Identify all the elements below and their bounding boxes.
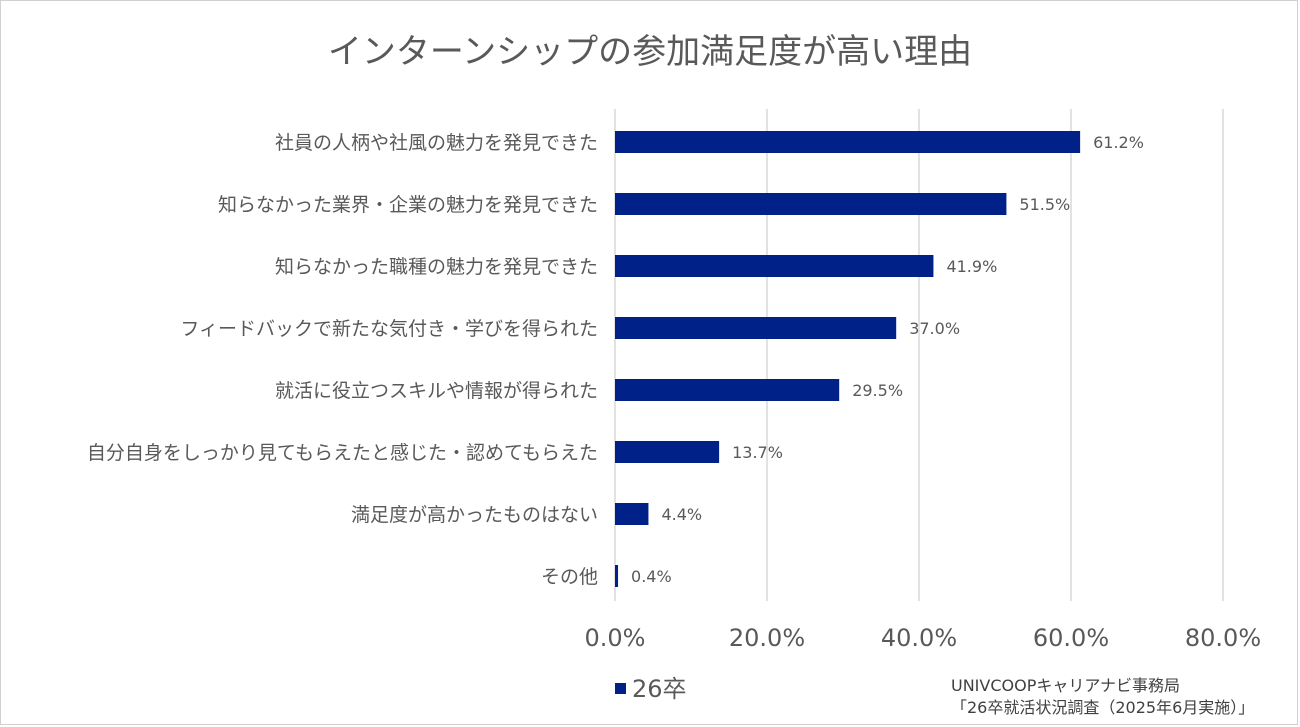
source-note: UNIVCOOPキャリアナビ事務局 「26卒就活状況調査（2025年6月実施）」 [951,676,1254,717]
x-tick-label: 0.0% [585,624,646,652]
bars [615,131,1081,587]
bar [615,565,619,587]
bar [615,379,840,401]
category-label: 自分自身をしっかり見てもらえたと感じた・認めてもらえた [87,442,598,464]
bar [615,193,1007,215]
data-labels: 61.2% 51.5% 41.9% 37.0% 29.5% 13.7% 4.4% 0.4% [631,133,1144,586]
bar [615,317,897,339]
bar [615,131,1081,153]
legend-swatch-26 [615,683,626,694]
gridlines [614,109,1224,601]
x-axis-ticks: 0.0% 20.0% 40.0% 60.0% 80.0% [585,624,1262,652]
x-tick-label: 80.0% [1185,624,1261,652]
x-tick-label: 60.0% [1033,624,1109,652]
data-label: 0.4% [631,567,672,586]
legend-label-26: 26卒 [632,675,687,703]
data-label: 51.5% [1019,195,1070,214]
data-label: 37.0% [909,319,960,338]
data-label: 13.7% [732,443,783,462]
source-line-1: UNIVCOOPキャリアナビ事務局 [951,676,1180,695]
bar [615,441,720,463]
data-label: 4.4% [661,505,702,524]
data-label: 29.5% [852,381,903,400]
data-label: 41.9% [946,257,997,276]
category-label: その他 [541,566,598,588]
bar [615,255,934,277]
source-line-2: 「26卒就活状況調査（2025年6月実施）」 [951,698,1254,717]
bar [615,503,649,525]
x-tick-label: 40.0% [881,624,957,652]
chart-title: インターンシップの参加満足度が高い理由 [328,32,972,72]
category-label: 知らなかった業界・企業の魅力を発見できた [218,194,598,216]
data-label: 61.2% [1093,133,1144,152]
category-label: フィードバックで新たな気付き・学びを得られた [180,318,598,340]
x-tick-label: 20.0% [729,624,805,652]
category-label: 知らなかった職種の魅力を発見できた [275,256,598,278]
category-label: 満足度が高かったものはない [351,504,598,526]
legend: 26卒 [615,675,687,703]
category-label: 社員の人柄や社風の魅力を発見できた [275,132,598,154]
category-label: 就活に役立つスキルや情報が得られた [275,380,598,402]
category-labels: 社員の人柄や社風の魅力を発見できた知らなかった業界・企業の魅力を発見できた知らな… [87,132,598,588]
